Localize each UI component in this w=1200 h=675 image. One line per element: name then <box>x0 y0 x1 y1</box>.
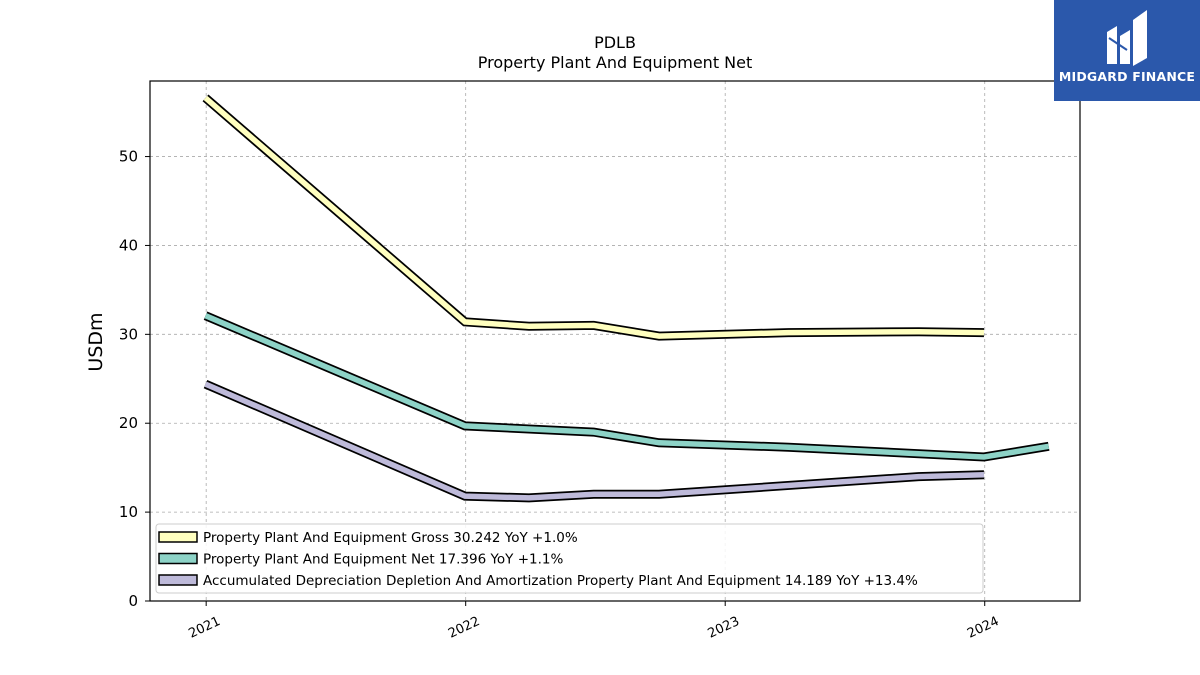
chart-subtitle: Property Plant And Equipment Net <box>478 53 753 72</box>
brand-logo-icon <box>1107 10 1147 66</box>
series-line-0 <box>203 95 985 339</box>
x-tick-label: 2024 <box>965 614 1001 642</box>
brand-logo: MIDGARD FINANCE <box>1054 0 1200 101</box>
series-group <box>202 94 1050 503</box>
legend: Property Plant And Equipment Gross 30.24… <box>155 523 984 594</box>
y-tick-label: 10 <box>119 503 138 521</box>
x-tick-label: 2021 <box>187 614 223 642</box>
x-tick-label: 2023 <box>706 614 742 642</box>
legend-swatch-1 <box>158 552 198 565</box>
legend-swatch-2 <box>158 574 198 586</box>
chart-title: PDLB <box>594 33 636 52</box>
legend-swatch-0 <box>158 531 198 543</box>
plot-frame <box>149 80 1081 602</box>
series-line-1 <box>204 313 1050 460</box>
y-tick-label: 40 <box>119 236 138 254</box>
legend-box <box>155 523 984 594</box>
legend-label-1: Property Plant And Equipment Net 17.396 … <box>203 552 563 568</box>
series-line-outline-0 <box>202 94 985 341</box>
y-tick-label: 20 <box>119 414 138 432</box>
y-tick-label: 30 <box>119 325 138 343</box>
brand-name: MIDGARD FINANCE <box>1058 69 1196 84</box>
legend-label-0: Property Plant And Equipment Gross 30.24… <box>203 530 578 546</box>
y-tick-label: 0 <box>128 592 138 610</box>
grid <box>150 81 1080 601</box>
series-line-2 <box>204 381 985 501</box>
legend-label-2: Accumulated Depreciation Depletion And A… <box>203 573 918 589</box>
y-tick-label: 50 <box>119 148 138 166</box>
x-tick-label: 2022 <box>446 614 482 642</box>
y-axis-label: USDm <box>85 312 107 371</box>
